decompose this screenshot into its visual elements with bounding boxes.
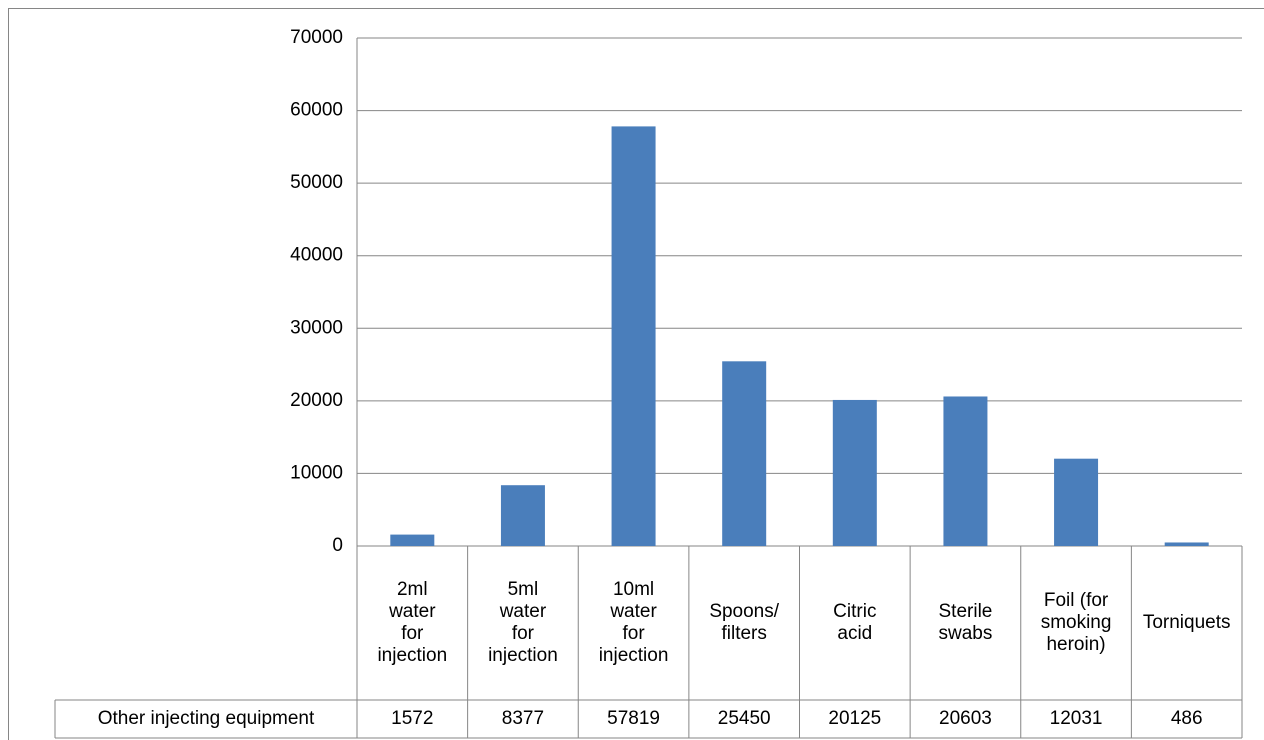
x-tick-label-text: 10ml water for injection (598, 579, 669, 666)
x-tick-label-text: Citric acid (833, 601, 877, 644)
y-tick-label: 70000 (290, 27, 343, 48)
table-value-text: 486 (1170, 708, 1203, 729)
y-tick-label: 0 (332, 535, 343, 556)
table-value-text: 25450 (717, 708, 771, 729)
table-value-text: 57819 (607, 708, 660, 729)
table-value-text: 1572 (391, 708, 434, 729)
table-value: 20603 (910, 700, 1021, 738)
y-tick-label: 50000 (290, 172, 343, 193)
x-tick-label-text: Foil (for smoking heroin) (1040, 590, 1112, 655)
x-tick-label-text: 5ml water for injection (488, 579, 558, 666)
y-tick-label: 60000 (290, 100, 343, 121)
x-tick-label: Foil (for smoking heroin) (1021, 546, 1132, 700)
x-tick-label-text: Sterile swabs (938, 601, 993, 644)
table-value: 486 (1131, 700, 1242, 738)
x-tick-label: Spoons/ filters (689, 546, 800, 700)
x-tick-label: 2ml water for injection (357, 546, 468, 700)
bar (722, 361, 767, 546)
x-tick-label-text: Spoons/ filters (709, 601, 780, 644)
table-value: 57819 (578, 700, 689, 738)
table-value-text: 20603 (939, 708, 992, 729)
table-value-text: 8377 (501, 708, 545, 729)
x-tick-label: 10ml water for injection (578, 546, 689, 700)
table-value: 20125 (800, 700, 911, 738)
x-tick-label-text: 2ml water for injection (377, 579, 448, 666)
x-tick-label: Citric acid (800, 546, 911, 700)
bar (500, 485, 545, 546)
series-name: Other injecting equipment (55, 700, 357, 738)
series-name-text: Other injecting equipment (97, 708, 315, 729)
bar (832, 399, 877, 546)
table-value: 1572 (357, 700, 468, 738)
x-tick-label: Sterile swabs (910, 546, 1021, 700)
table-value-text: 12031 (1049, 708, 1103, 729)
bar (943, 396, 988, 546)
table-value-text: 20125 (828, 708, 882, 729)
bar (611, 126, 656, 546)
y-tick-label: 40000 (290, 245, 343, 266)
x-tick-label: Torniquets (1131, 546, 1242, 700)
table-value: 12031 (1021, 700, 1132, 738)
x-tick-label-text: Torniquets (1142, 612, 1231, 633)
chart-border (8, 8, 1264, 740)
y-tick-label: 20000 (290, 390, 343, 411)
table-value: 25450 (689, 700, 800, 738)
bar (1164, 542, 1209, 546)
y-tick-label: 30000 (290, 317, 343, 338)
y-tick-label: 10000 (290, 462, 343, 483)
bar (390, 534, 435, 546)
table-value: 8377 (468, 700, 579, 738)
bar (1054, 458, 1099, 546)
x-tick-label: 5ml water for injection (468, 546, 579, 700)
